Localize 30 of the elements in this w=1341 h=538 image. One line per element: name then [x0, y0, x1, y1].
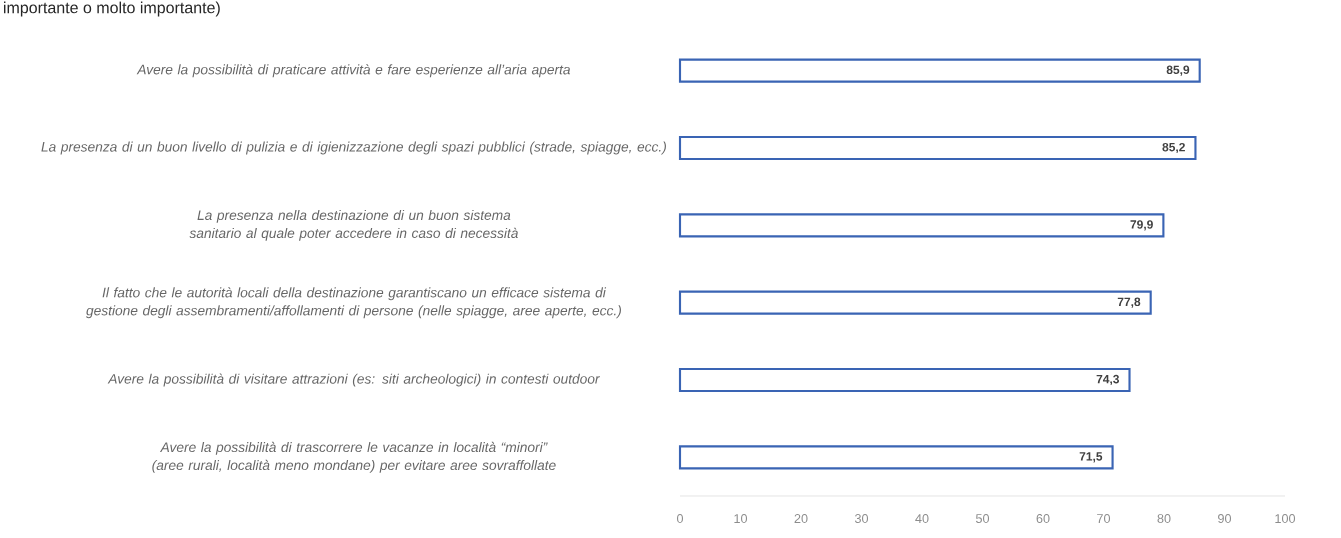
- data-label: 74,3: [1096, 374, 1120, 386]
- bar: [678, 135, 1197, 161]
- y-tick-label: Avere la possibilità di praticare attività e fare esperienze all’aria aperta: [136, 64, 571, 78]
- data-label: 79,9: [1130, 220, 1153, 231]
- bar: [678, 213, 1165, 238]
- bar: [678, 445, 1114, 470]
- y-tick-label: La presenza di un buon livello di pulizia e di igienizzazione degli spazi pubblici (strade, spiagge, ecc.): [41, 141, 666, 155]
- data-label: 77,8: [1117, 297, 1141, 308]
- text: importante o molto importante): [4, 1, 220, 17]
- y-tick-label: Il fatto che le autorità locali della destinazione garantiscano un efficace sistema di gestione degli assembramenti/affollamenti di persone (nelle spiagge, aree aperte, ecc.): [86, 287, 621, 319]
- x-tick-label: 0: [676, 514, 684, 523]
- data-label: 71,5: [1079, 452, 1103, 463]
- x-tick-label: 100: [1275, 514, 1296, 523]
- x-tick-label: 10: [734, 514, 748, 523]
- y-tick-label: Avere la possibilità di trascorrere le vacanze in località “minori” (aree rurali, località meno mondane) per evitare aree sovraffollate: [152, 441, 556, 473]
- data-label: 85,2: [1162, 142, 1185, 154]
- x-tick-label: 20: [794, 514, 808, 523]
- x-tick-label: 70: [1097, 514, 1111, 523]
- x-tick-label: 60: [1036, 514, 1050, 523]
- y-tick-label: La presenza nella destinazione di un buon sistema sanitario al quale poter accedere in caso di necessità: [189, 209, 518, 241]
- x-tick-label: 90: [1218, 514, 1232, 523]
- x-tick-label: 50: [975, 514, 990, 523]
- y-tick-label: Avere la possibilità di visitare attrazioni (es: siti archeologici) in contesti outdoor: [107, 373, 600, 387]
- bar: [678, 58, 1201, 83]
- x-tick-label: 40: [915, 514, 929, 523]
- data-label: 85,9: [1166, 65, 1190, 76]
- bar: [678, 290, 1152, 315]
- x-tick-label: 30: [854, 514, 869, 523]
- x-tick-label: 80: [1157, 514, 1171, 523]
- bar: [678, 367, 1131, 393]
